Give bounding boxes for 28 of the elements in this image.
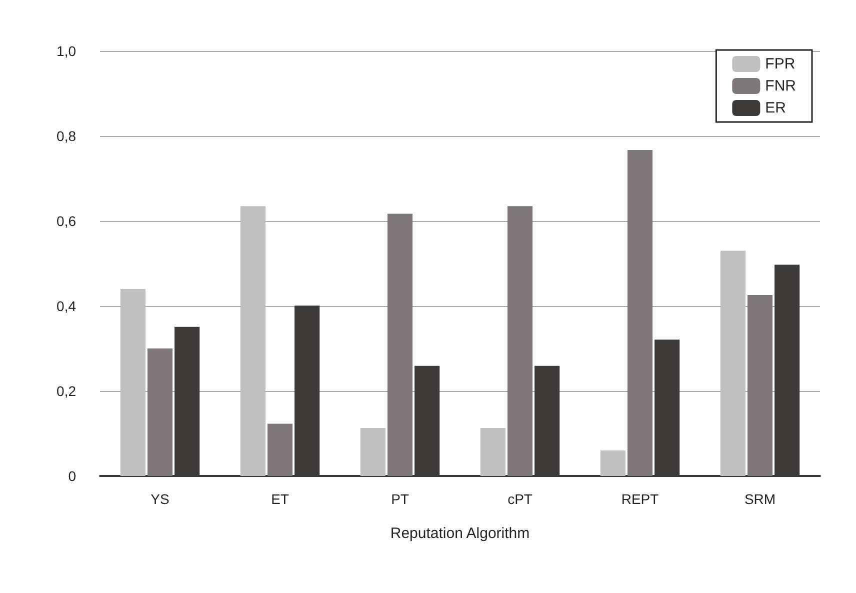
legend-label: ER bbox=[765, 100, 786, 116]
bar bbox=[507, 206, 533, 476]
bar bbox=[387, 214, 413, 476]
x-tick-label: ET bbox=[271, 491, 290, 507]
bar bbox=[120, 289, 146, 476]
bar bbox=[240, 206, 266, 476]
bar bbox=[267, 424, 293, 476]
y-tick-label: 0 bbox=[68, 468, 76, 484]
y-tick-label: 1,0 bbox=[56, 43, 76, 59]
y-tick-label: 0,8 bbox=[56, 128, 76, 144]
bar bbox=[360, 428, 386, 476]
bar bbox=[147, 348, 173, 476]
x-axis-title: Reputation Algorithm bbox=[390, 525, 530, 542]
y-tick-label: 0,6 bbox=[56, 213, 76, 229]
x-tick-label: YS bbox=[150, 491, 170, 507]
x-tick-label: SRM bbox=[744, 491, 776, 507]
legend-label: FNR bbox=[765, 78, 796, 94]
bar bbox=[480, 428, 506, 476]
bar bbox=[600, 450, 626, 476]
bar bbox=[720, 250, 746, 476]
bar bbox=[747, 294, 773, 476]
y-tick-label: 0,4 bbox=[56, 298, 76, 314]
bar bbox=[627, 150, 653, 476]
x-tick-label: REPT bbox=[621, 491, 660, 507]
legend-label: FPR bbox=[765, 56, 796, 72]
x-tick-label: PT bbox=[391, 491, 410, 507]
y-tick-label: 0,2 bbox=[56, 383, 76, 399]
x-tick-label: cPT bbox=[508, 491, 533, 507]
